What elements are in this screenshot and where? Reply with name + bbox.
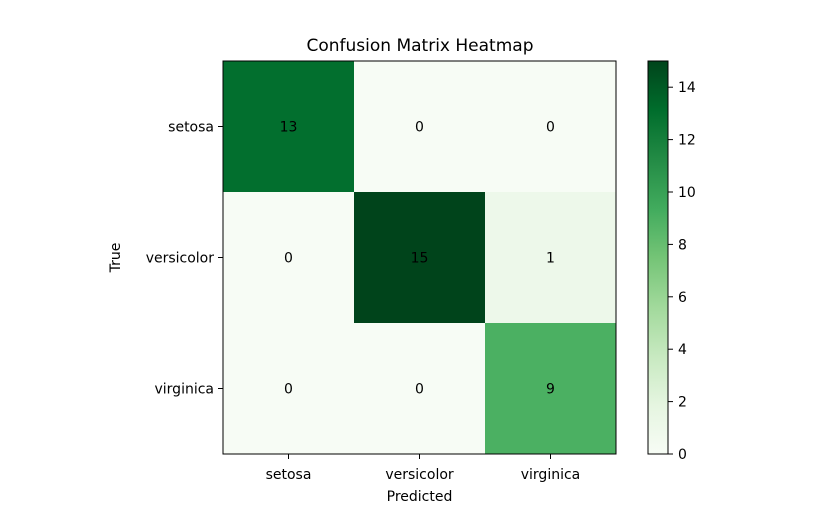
x-axis-ticks: setosa versicolor virginica <box>266 454 581 483</box>
colorbar <box>647 60 669 455</box>
colorbar-tick-label: 2 <box>678 395 687 411</box>
heatmap-cell <box>223 323 355 455</box>
cell-value-label: 15 <box>411 251 429 267</box>
cell-value-label: 0 <box>284 251 293 267</box>
cell-value-label: 9 <box>546 382 555 398</box>
y-tick-label: versicolor <box>146 251 215 267</box>
heatmap-cell <box>485 323 617 455</box>
colorbar-tick-label: 0 <box>678 447 687 463</box>
x-tick-label: versicolor <box>385 467 454 483</box>
x-tick-label: virginica <box>521 467 581 483</box>
cell-value-label: 0 <box>415 382 424 398</box>
colorbar-tick-label: 10 <box>678 185 696 201</box>
colorbar-tick-label: 4 <box>678 342 687 358</box>
cell-value-label: 0 <box>415 120 424 136</box>
x-axis-label: Predicted <box>387 489 453 505</box>
cell-value-label: 1 <box>546 251 555 267</box>
y-tick-label: setosa <box>168 120 214 136</box>
heatmap-cell <box>354 192 486 324</box>
cell-value-label: 0 <box>546 120 555 136</box>
colorbar-ticks: 0 2 4 6 8 10 12 14 <box>668 80 696 463</box>
heatmap-cell <box>223 61 355 193</box>
colorbar-tick-label: 12 <box>678 133 696 149</box>
y-axis-label: True <box>108 243 124 274</box>
heatmap-cell <box>485 61 617 193</box>
heatmap-cell <box>354 323 486 455</box>
chart-title: Confusion Matrix Heatmap <box>307 36 534 56</box>
colorbar-tick-label: 14 <box>678 80 696 96</box>
heatmap-cells: 13 0 0 0 15 1 0 0 9 <box>223 61 617 455</box>
heatmap-cell <box>485 192 617 324</box>
heatmap-cell <box>354 61 486 193</box>
y-tick-label: virginica <box>155 382 215 398</box>
colorbar-tick-label: 6 <box>678 290 687 306</box>
cell-value-label: 0 <box>284 382 293 398</box>
x-tick-label: setosa <box>266 467 312 483</box>
colorbar-tick-label: 8 <box>678 237 687 253</box>
heatmap-cell <box>223 192 355 324</box>
cell-value-label: 13 <box>280 120 298 136</box>
y-axis-ticks: setosa versicolor virginica <box>146 120 223 398</box>
